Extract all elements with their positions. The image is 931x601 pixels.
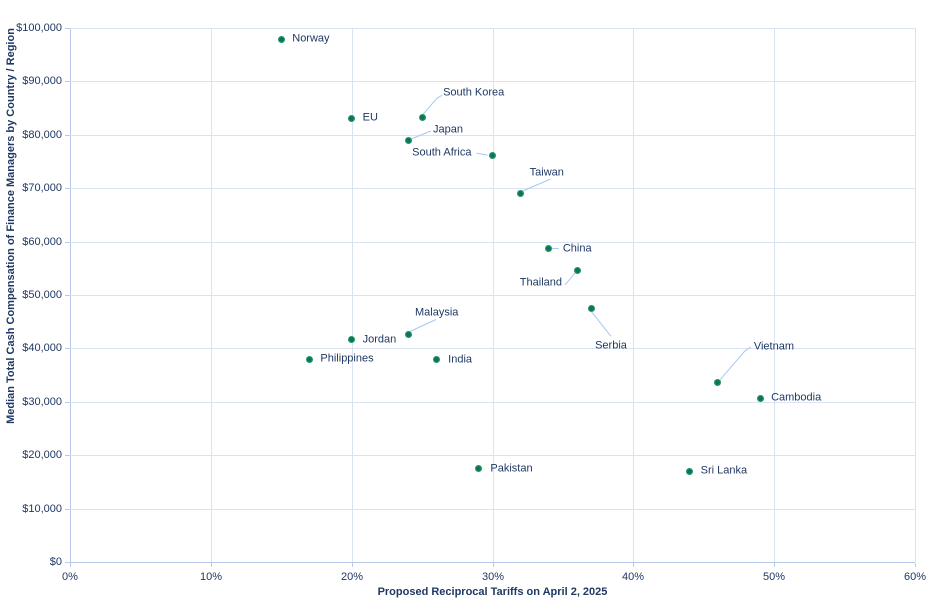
x-axis-tick — [493, 563, 494, 567]
x-tick-label: 60% — [903, 571, 927, 583]
horizontal-gridline — [70, 242, 915, 243]
callout-line-vietnam — [719, 346, 752, 381]
y-axis-tick — [65, 402, 70, 403]
data-point-vietnam — [714, 378, 722, 386]
point-label-south-africa: South Africa — [412, 146, 472, 159]
y-tick-label: $20,000 — [22, 449, 62, 461]
data-point-india — [432, 356, 440, 364]
callout-line-malaysia — [409, 319, 437, 332]
x-tick-label: 0% — [62, 571, 78, 583]
x-axis-tick — [211, 563, 212, 567]
data-point-eu — [348, 114, 356, 122]
point-label-malaysia: Malaysia — [415, 306, 459, 319]
horizontal-gridline — [70, 402, 915, 403]
callout-line-serbia — [590, 311, 612, 337]
data-point-japan — [404, 136, 412, 144]
data-point-south-africa — [489, 151, 496, 159]
callout-line-taiwan — [522, 178, 551, 192]
point-label-jordan: Jordan — [362, 333, 397, 346]
point-label-thailand: Thailand — [519, 276, 562, 289]
y-axis-tick — [65, 562, 70, 563]
y-tick-label: $40,000 — [22, 342, 62, 354]
x-tick-label: 30% — [481, 571, 505, 583]
y-axis-tick — [65, 81, 70, 82]
x-axis-tick — [352, 563, 353, 567]
data-point-philippines — [305, 355, 313, 363]
point-label-cambodia: Cambodia — [771, 391, 822, 404]
y-axis-tick — [65, 348, 70, 349]
y-tick-label: $100,000 — [16, 22, 62, 34]
x-tick-label: 40% — [621, 571, 645, 583]
data-point-jordan — [348, 336, 356, 344]
data-point-serbia — [587, 304, 595, 312]
y-tick-label: $90,000 — [22, 75, 62, 87]
horizontal-gridline — [70, 188, 915, 189]
y-tick-label: $80,000 — [22, 129, 62, 141]
horizontal-gridline — [70, 348, 915, 349]
point-label-south-korea: South Korea — [443, 86, 505, 99]
y-axis-tick — [65, 28, 70, 29]
y-tick-label: $70,000 — [22, 182, 62, 194]
x-axis-tick — [915, 563, 916, 567]
x-axis-title: Proposed Reciprocal Tariffs on April 2, … — [377, 586, 608, 598]
horizontal-gridline — [70, 295, 915, 296]
point-label-india: India — [448, 353, 473, 366]
y-axis-tick — [65, 135, 70, 136]
x-tick-label: 10% — [199, 571, 223, 583]
point-label-china: China — [562, 242, 592, 255]
point-label-pakistan: Pakistan — [490, 462, 533, 475]
data-point-thailand — [573, 267, 581, 275]
data-point-cambodia — [756, 394, 764, 402]
y-tick-label: $50,000 — [22, 289, 62, 301]
horizontal-gridline — [70, 28, 915, 29]
data-point-sri-lanka — [686, 467, 694, 475]
callout-line-south-africa — [476, 152, 488, 156]
data-point-pakistan — [474, 465, 482, 473]
y-tick-label: $0 — [49, 556, 62, 568]
data-point-china — [545, 245, 553, 253]
y-axis-tick — [65, 188, 70, 189]
data-point-south-korea — [418, 113, 426, 121]
x-axis-tick — [70, 563, 71, 567]
x-axis-tick — [774, 563, 775, 567]
y-axis-tick — [65, 242, 70, 243]
callout-line-south-korea — [422, 94, 443, 115]
x-tick-label: 50% — [762, 571, 786, 583]
horizontal-gridline — [70, 509, 915, 510]
y-axis-tick — [65, 509, 70, 510]
data-point-malaysia — [404, 331, 412, 339]
data-point-norway — [277, 35, 285, 43]
point-label-vietnam: Vietnam — [753, 340, 794, 353]
horizontal-gridline — [70, 81, 915, 82]
horizontal-gridline — [70, 455, 915, 456]
x-tick-label: 20% — [340, 571, 364, 583]
y-axis-tick — [65, 295, 70, 296]
y-tick-label: $60,000 — [22, 236, 62, 248]
point-label-norway: Norway — [292, 32, 330, 45]
x-axis-tick — [633, 563, 634, 567]
x-axis-line — [70, 562, 915, 563]
point-label-sri-lanka: Sri Lanka — [700, 464, 748, 477]
point-label-eu: EU — [362, 111, 378, 124]
point-label-philippines: Philippines — [320, 352, 374, 365]
callout-line-thailand — [564, 272, 576, 286]
vertical-gridline — [915, 28, 916, 562]
y-tick-label: $10,000 — [22, 503, 62, 515]
y-axis-tick — [65, 455, 70, 456]
point-label-serbia: Serbia — [595, 339, 627, 352]
horizontal-gridline — [70, 135, 915, 136]
y-tick-label: $30,000 — [22, 396, 62, 408]
point-label-taiwan: Taiwan — [529, 166, 564, 179]
point-label-japan: Japan — [433, 123, 463, 136]
data-point-taiwan — [517, 189, 525, 197]
